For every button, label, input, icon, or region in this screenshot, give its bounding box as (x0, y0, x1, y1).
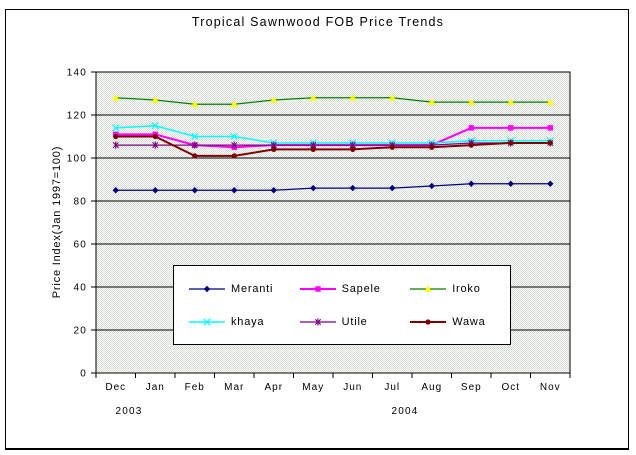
legend-item-utile: Utile (299, 316, 410, 328)
chart-title: Tropical Sawnwood FOB Price Trends (191, 15, 445, 29)
legend-item-iroko: Iroko (409, 283, 504, 295)
legend-swatch-wawa (410, 318, 447, 325)
legend-swatch-utile (299, 317, 336, 326)
svg-text:Jan: Jan (146, 382, 165, 393)
svg-text:120: 120 (67, 111, 87, 122)
legend: Meranti Sapele Iroko khaya Utile (173, 265, 511, 345)
legend-item-meranti: Meranti (188, 283, 299, 295)
svg-text:Apr: Apr (264, 382, 283, 393)
svg-text:Sep: Sep (461, 382, 482, 393)
svg-text:May: May (302, 382, 324, 393)
svg-text:60: 60 (73, 240, 87, 251)
svg-text:Oct: Oct (501, 382, 520, 393)
legend-label-iroko: Iroko (452, 282, 481, 295)
legend-label-utile: Utile (341, 315, 368, 328)
legend-item-sapele: Sapele (299, 283, 410, 295)
legend-label-meranti: Meranti (231, 282, 274, 295)
legend-swatch-iroko (410, 285, 447, 292)
svg-text:20: 20 (73, 326, 87, 337)
svg-text:Nov: Nov (540, 382, 561, 393)
svg-text:Aug: Aug (421, 382, 442, 393)
svg-text:0: 0 (80, 369, 87, 380)
svg-text:Mar: Mar (224, 382, 244, 393)
svg-text:Jun: Jun (343, 382, 362, 393)
svg-text:100: 100 (67, 154, 87, 165)
legend-label-wawa: Wawa (452, 315, 486, 328)
legend-item-khaya: khaya (188, 316, 299, 328)
svg-text:Dec: Dec (105, 382, 126, 393)
legend-swatch-meranti (189, 285, 225, 292)
legend-swatch-khaya (189, 317, 225, 326)
series-wawa (113, 133, 553, 159)
y-axis-ticks: 0 20 40 60 80 100 120 140 (67, 68, 96, 380)
x-axis-year-label-2004: 2004 (391, 406, 419, 417)
svg-text:80: 80 (73, 197, 87, 208)
svg-text:140: 140 (67, 68, 87, 79)
x-axis-ticks: Dec Jan Feb Mar Apr May Jun Jul Aug Sep Oct Nov (95, 373, 571, 393)
svg-text:Jul: Jul (384, 382, 400, 393)
svg-text:Feb: Feb (185, 382, 205, 393)
legend-swatch-sapele (299, 285, 336, 292)
x-axis-year-label-2003: 2003 (115, 406, 143, 417)
svg-text:40: 40 (73, 283, 87, 294)
legend-label-sapele: Sapele (341, 282, 381, 295)
series-iroko (111, 94, 555, 108)
legend-label-khaya: khaya (231, 315, 265, 328)
series-meranti (112, 180, 554, 194)
legend-item-wawa: Wawa (409, 316, 504, 328)
